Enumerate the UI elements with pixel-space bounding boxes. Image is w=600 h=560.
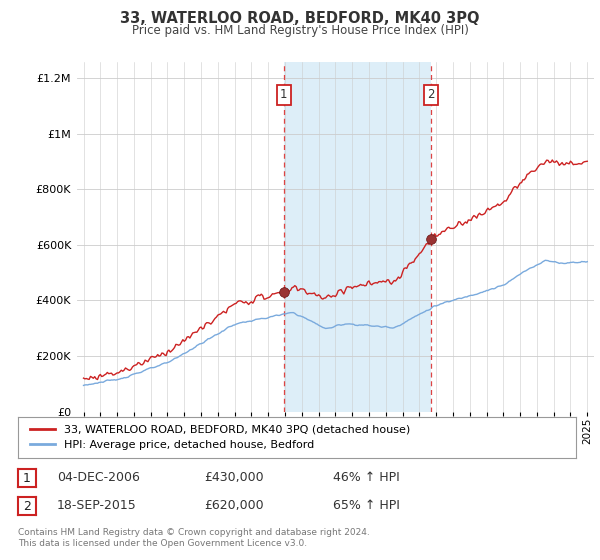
Text: 2: 2 xyxy=(23,500,31,513)
Text: £430,000: £430,000 xyxy=(204,470,263,484)
Legend: 33, WATERLOO ROAD, BEDFORD, MK40 3PQ (detached house), HPI: Average price, detac: 33, WATERLOO ROAD, BEDFORD, MK40 3PQ (de… xyxy=(23,418,416,456)
Text: 1: 1 xyxy=(280,88,287,101)
Text: 18-SEP-2015: 18-SEP-2015 xyxy=(57,498,137,512)
Text: Contains HM Land Registry data © Crown copyright and database right 2024.
This d: Contains HM Land Registry data © Crown c… xyxy=(18,528,370,548)
Text: £620,000: £620,000 xyxy=(204,498,263,512)
Text: 2: 2 xyxy=(427,88,435,101)
Text: 04-DEC-2006: 04-DEC-2006 xyxy=(57,470,140,484)
Bar xyxy=(284,62,431,412)
Text: 33, WATERLOO ROAD, BEDFORD, MK40 3PQ: 33, WATERLOO ROAD, BEDFORD, MK40 3PQ xyxy=(120,11,480,26)
Text: 1: 1 xyxy=(23,472,31,485)
Text: Price paid vs. HM Land Registry's House Price Index (HPI): Price paid vs. HM Land Registry's House … xyxy=(131,24,469,36)
Text: 65% ↑ HPI: 65% ↑ HPI xyxy=(333,498,400,512)
Text: 46% ↑ HPI: 46% ↑ HPI xyxy=(333,470,400,484)
